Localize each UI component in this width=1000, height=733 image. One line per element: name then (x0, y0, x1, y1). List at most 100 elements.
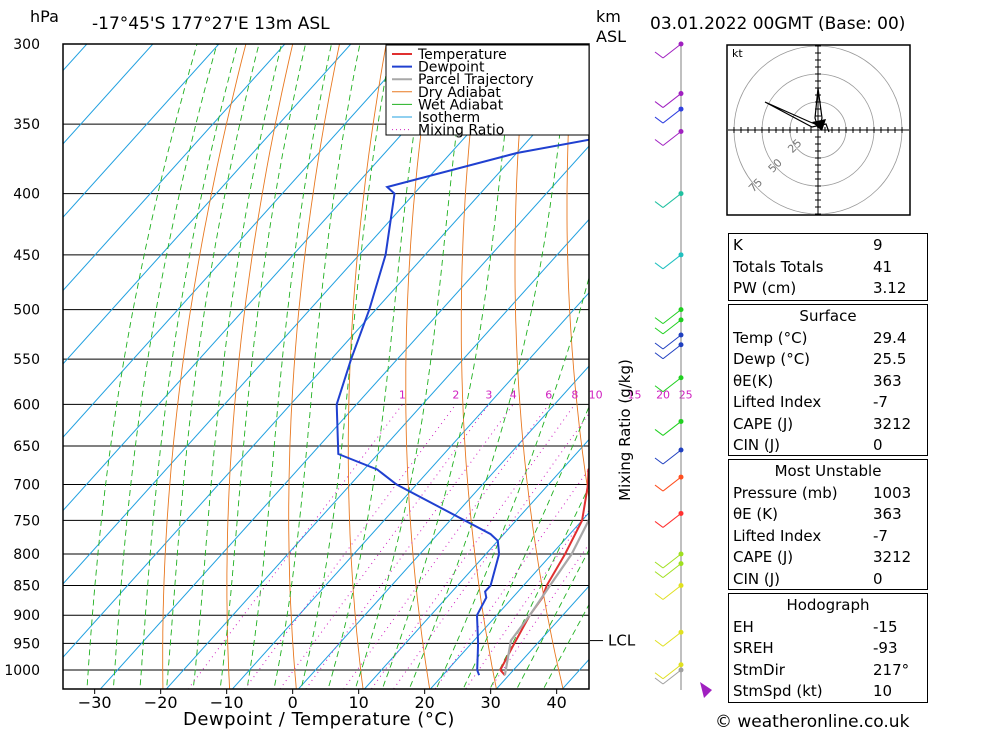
stmdir-label: StmDir (733, 660, 785, 679)
wet-adiabat-14 (381, 44, 516, 689)
eh-value: -15 (873, 617, 898, 636)
mixing-ratio-axis-label: Mixing Ratio (g/kg) (616, 359, 634, 501)
wind-barb-flag-13 (654, 484, 664, 492)
wind-barb-flag-17 (654, 593, 664, 600)
y-tick-label-950: 950 (13, 636, 40, 652)
mixing-ratio-line-10 (392, 412, 589, 689)
storm-motion-arrow-icon (700, 682, 712, 698)
units-km: km (596, 7, 621, 26)
index-tt-value: 41 (873, 257, 893, 276)
mu-cape-value: 3212 (873, 548, 912, 566)
mu-cin-value: 0 (873, 569, 883, 588)
wind-barb-8 (662, 334, 682, 350)
surface-box: Surface Temp (°C) 29.4 Dewp (°C) 25.5 θE(K… (728, 304, 928, 456)
wind-barb-flag-9 (654, 352, 664, 360)
wet-adiabat-30 (489, 485, 589, 689)
dry-adiabat-400 (946, 26, 1000, 705)
wind-barb-9 (662, 344, 682, 360)
wind-barb-flag-5 (654, 262, 664, 270)
wind-level-dot-3 (678, 129, 684, 135)
wind-barb-flag-8 (654, 342, 664, 350)
wind-barb-1 (662, 93, 682, 108)
wet-adiabat-10 (354, 44, 469, 689)
index-box-top: K 9 Totals Totals 41 PW (cm) 3.12 (728, 233, 928, 301)
hodograph-unit-label: kt (732, 47, 743, 60)
wind-barb-18 (662, 631, 682, 647)
y-tick-label-550: 550 (13, 352, 40, 368)
dry-adiabat-410 (992, 26, 1000, 705)
hodograph-storm-arrow-icon (812, 119, 826, 131)
wind-level-dot-15 (678, 551, 684, 557)
wind-barb-11 (662, 421, 682, 436)
legend-item-2: Parcel Trajectory (418, 72, 534, 88)
wind-barb-flag-1 (654, 101, 664, 108)
surface-cin-value: 0 (873, 436, 883, 454)
dry-adiabat-290 (405, 44, 434, 689)
plot-area (63, 26, 1000, 705)
isotherm--20 (165, 218, 589, 689)
wind-level-dot-17 (678, 582, 684, 588)
surface-temp-value: 29.4 (873, 328, 907, 347)
most-unstable-box: Most Unstable Pressure (mb) 1003 θE (K) 36… (728, 459, 928, 590)
dry-adiabat-270 (288, 44, 340, 689)
datetime-title: 03.01.2022 00GMT (Base: 00) (650, 14, 906, 34)
wind-barb-20 (662, 669, 682, 685)
dry-adiabat-250 (162, 44, 247, 689)
mu-thetae-value: 363 (873, 505, 902, 523)
wind-barb-17 (662, 585, 682, 600)
y-tick-label-650: 650 (13, 439, 40, 455)
stmspd-label: StmSpd (kt) (733, 682, 823, 700)
wet-adiabat-18 (408, 44, 571, 689)
wet-adiabat--6 (246, 44, 332, 689)
plot-frame (62, 43, 590, 690)
stmdir-value: 217° (873, 660, 910, 679)
mu-pressure-label: Pressure (mb) (733, 483, 838, 502)
wind-barb-flag-0 (654, 51, 664, 59)
mu-li-value: -7 (873, 526, 888, 545)
mixing-ratio-line-6 (342, 404, 550, 689)
y-tick-label-900: 900 (13, 608, 40, 624)
mixing-ratio-label-8: 8 (571, 388, 578, 401)
mixing-ratio-label-15: 15 (628, 388, 642, 401)
isotherm--70 (63, 44, 418, 438)
surface-dewp-label: Dewp (°C) (733, 350, 811, 368)
wind-level-dot-8 (678, 332, 684, 338)
legend-box (385, 44, 590, 136)
mixing-ratio-label-6: 6 (545, 388, 552, 401)
legend-item-5: Isotherm (418, 110, 480, 126)
wet-adiabat--2 (273, 44, 361, 689)
y-tick-label-850: 850 (13, 578, 40, 594)
isotherm--80 (63, 44, 352, 365)
surface-cin-label: CIN (J) (733, 436, 781, 454)
y-tick-label-600: 600 (13, 397, 40, 413)
wind-level-dot-9 (678, 342, 684, 348)
isotherm-10 (363, 438, 589, 689)
surface-temp-label: Temp (°C) (733, 328, 808, 347)
wind-barb-4 (662, 193, 682, 208)
location-title: -17°45'S 177°27'E 13m ASL (92, 14, 330, 34)
dry-adiabat-280 (347, 44, 387, 689)
wind-level-dot-2 (678, 106, 684, 112)
wind-barb-10 (662, 377, 682, 393)
isotherm-20 (429, 512, 589, 689)
isotherm--90 (63, 44, 286, 292)
wet-adiabat-34 (516, 548, 589, 689)
y-tick-label-1000: 1000 (4, 663, 40, 679)
wind-level-dot-19 (678, 662, 684, 668)
x-tick-label--10: −10 (210, 693, 244, 712)
units-asl: ASL (596, 27, 627, 46)
legend-item-3: Dry Adiabat (418, 85, 501, 101)
wind-level-dot-4 (678, 191, 684, 197)
wind-barb-flag-4 (654, 201, 664, 208)
wind-level-dot-20 (678, 667, 684, 673)
surface-dewp-value: 25.5 (873, 350, 907, 368)
series-temperature (499, 467, 589, 676)
y-tick-label-350: 350 (13, 117, 40, 133)
wind-level-dot-16 (678, 561, 684, 567)
mixing-ratio-line-15 (434, 468, 589, 689)
index-pw-label: PW (cm) (733, 279, 797, 297)
isotherm-0 (297, 365, 589, 689)
legend-item-6: Mixing Ratio (418, 123, 504, 139)
stmspd-value: 10 (873, 682, 893, 700)
